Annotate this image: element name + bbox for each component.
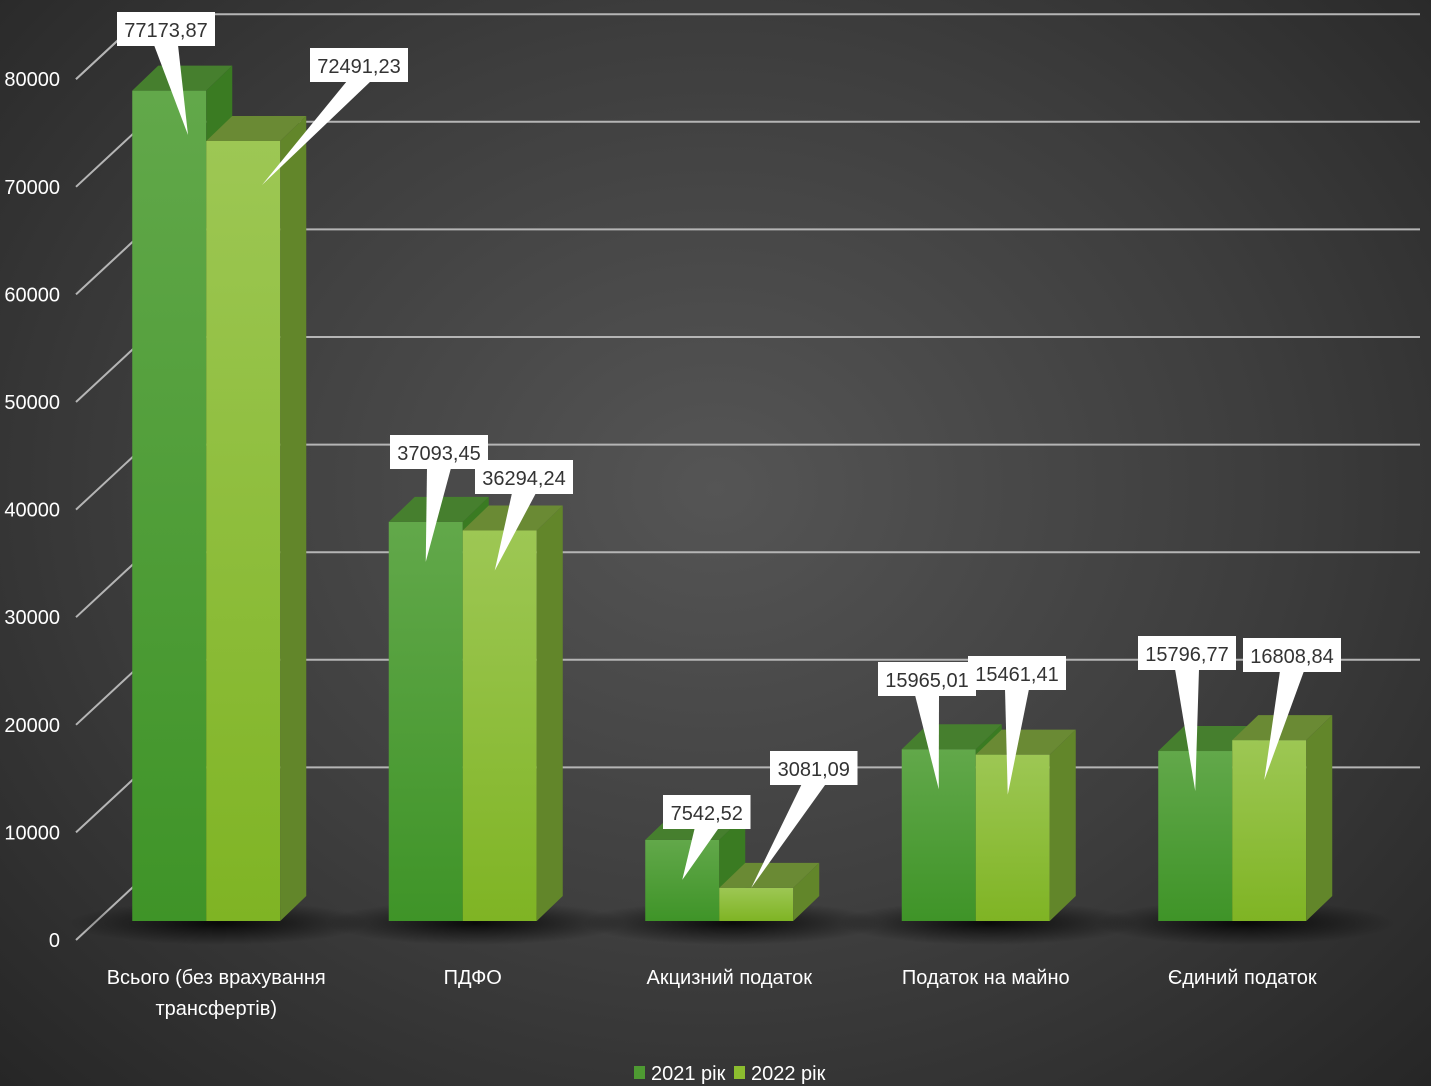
bar-2022 [719, 862, 820, 921]
bar-2022 [1232, 715, 1333, 921]
data-callout: 16808,84 [1243, 638, 1341, 781]
data-label: 77173,87 [124, 20, 207, 42]
legend-item-1: 2022 рік [734, 1063, 826, 1085]
data-label: 7542,52 [671, 803, 743, 825]
gridline [75, 13, 1420, 80]
data-callout: 37093,45 [390, 435, 488, 562]
data-label: 72491,23 [317, 56, 400, 78]
legend-swatch [734, 1066, 745, 1079]
category-label: Єдиний податок [1168, 967, 1317, 989]
bar-2022 [462, 505, 563, 921]
data-label: 15965,01 [885, 670, 968, 692]
data-label: 16808,84 [1250, 646, 1333, 668]
category-labels: Всього (без врахування трансфертів) ПДФО Ак… [107, 967, 1317, 1020]
legend: 2021 рік 2022 рік [634, 1063, 826, 1085]
data-label: 15461,41 [975, 664, 1058, 686]
y-axis: 0 10000 20000 30000 40000 50000 60000 70000 8000… [4, 69, 60, 952]
y-tick-label: 20000 [4, 715, 60, 737]
data-label: 15796,77 [1145, 644, 1228, 666]
bar-2022 [206, 115, 307, 921]
data-callout: 15965,01 [878, 662, 976, 790]
bars [69, 65, 1396, 945]
category-label: Акцизний податок [646, 967, 812, 989]
y-tick-label: 50000 [4, 392, 60, 414]
data-callout: 3081,09 [751, 751, 858, 888]
y-tick-label: 0 [49, 930, 60, 952]
bar-2022 [975, 729, 1076, 921]
data-label: 37093,45 [397, 443, 480, 465]
data-callout: 72491,23 [262, 48, 408, 185]
category-label: Податок на майно [902, 967, 1070, 989]
data-callout: 36294,24 [475, 460, 573, 571]
legend-item-0: 2021 рік [634, 1063, 726, 1085]
data-label: 36294,24 [482, 468, 565, 490]
category-label: ПДФО [444, 967, 502, 989]
y-tick-label: 10000 [4, 822, 60, 844]
y-tick-label: 80000 [4, 69, 60, 91]
y-tick-label: 40000 [4, 500, 60, 522]
data-callout: 7542,52 [663, 795, 751, 880]
data-callout: 15796,77 [1138, 636, 1236, 792]
y-tick-label: 60000 [4, 284, 60, 306]
y-tick-label: 30000 [4, 607, 60, 629]
legend-label: 2022 рік [751, 1063, 826, 1085]
data-callout: 77173,87 [117, 12, 215, 135]
legend-label: 2021 рік [651, 1063, 726, 1085]
y-tick-label: 70000 [4, 177, 60, 199]
data-callout: 15461,41 [968, 656, 1066, 795]
legend-swatch [634, 1066, 645, 1079]
data-label: 3081,09 [778, 759, 850, 781]
category-label: Всього (без врахування трансфертів) [107, 967, 326, 1020]
